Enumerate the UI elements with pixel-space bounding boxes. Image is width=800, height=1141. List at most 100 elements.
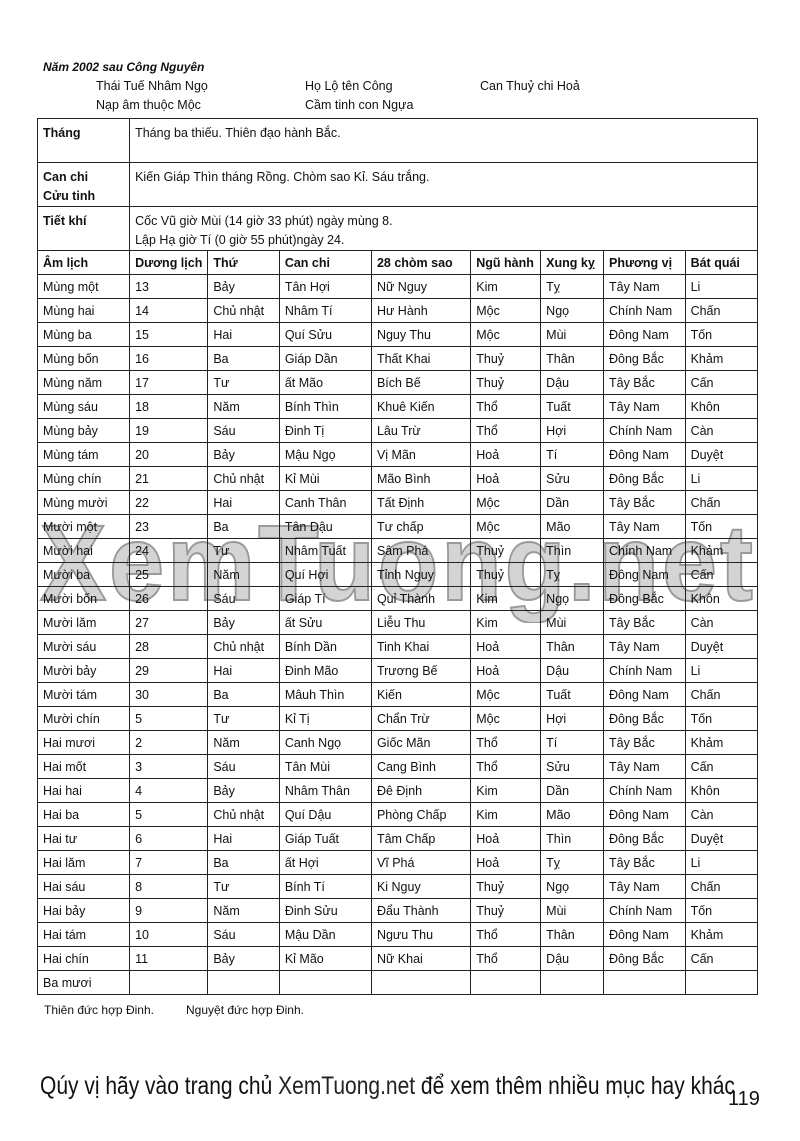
- table-cell: Đông Nam: [602, 682, 686, 707]
- table-cell: [129, 970, 209, 995]
- table-row: Mười một 23 Ba Tân Dậu Tư chấp Mộc Mão Tây Nam T…: [36, 514, 759, 539]
- table-cell: Hoả: [470, 658, 542, 683]
- banner-site-link[interactable]: XemTuong.net: [278, 1072, 416, 1100]
- table-cell: 23: [129, 514, 209, 539]
- table-row: Hai ba 5 Chủ nhật Quí Dậu Phòng Chấp Kim Mão Đô…: [36, 802, 759, 827]
- table-cell: Sáu: [207, 586, 280, 611]
- promo-banner: Qúy vị hãy vào trang chủ XemTuong.net để…: [40, 1072, 735, 1101]
- table-cell: Mâuh Thìn: [278, 682, 372, 707]
- thai-tue: Thái Tuế Nhâm Ngọ: [96, 79, 208, 93]
- table-cell: Chủ nhật: [207, 802, 280, 827]
- table-cell: Càn: [684, 418, 759, 443]
- table-cell: Tỵ: [540, 850, 604, 875]
- table-row: Hai lăm 7 Ba ất Hợi Vĩ Phá Hoả Tỵ Tây Bắc Li: [36, 850, 759, 875]
- ho-ten: Họ Lộ tên Công: [305, 79, 393, 93]
- table-row: Mùng năm 17 Tư ất Mão Bích Bế Thuỷ Dậu Tây Bắc C…: [36, 370, 759, 395]
- table-cell: Mộc: [470, 514, 542, 539]
- table-cell: Hai sáu: [36, 874, 131, 899]
- table-cell: Cang Bình: [370, 754, 472, 779]
- table-cell: Thất Khai: [370, 346, 472, 371]
- table-cell: Tốn: [684, 514, 759, 539]
- table-cell: Tân Mùi: [278, 754, 372, 779]
- table-cell: 19: [129, 418, 209, 443]
- table-cell: Chính Nam: [602, 418, 686, 443]
- table-cell: Đông Bắc: [602, 706, 686, 731]
- table-cell: Sửu: [540, 466, 604, 491]
- table-row: Mùng chín 21 Chủ nhật Kỉ Mùi Mão Bình Hoả Sửu Đ…: [36, 466, 759, 491]
- table-cell: Mùi: [540, 322, 604, 347]
- canchi-label-1: Can chi: [43, 170, 89, 184]
- calendar-table: Tháng Tháng ba thiếu. Thiên đạo hành Bắc…: [36, 118, 759, 995]
- table-cell: Tây Bắc: [602, 610, 686, 635]
- table-cell: 26: [129, 586, 209, 611]
- table-cell: 22: [129, 490, 209, 515]
- cam-tinh: Cầm tinh con Ngựa: [305, 98, 414, 112]
- table-cell: Ba: [207, 514, 280, 539]
- table-cell: Bảy: [207, 946, 280, 971]
- table-cell: Hai ba: [36, 802, 131, 827]
- table-cell: Bảy: [207, 274, 280, 299]
- table-cell: Tí: [540, 442, 604, 467]
- canchi-label-2: Cửu tinh: [43, 189, 96, 203]
- table-cell: Ngọ: [540, 874, 604, 899]
- table-cell: Duyệt: [684, 634, 759, 659]
- column-header: 28 chòm sao: [370, 250, 472, 275]
- table-cell: Đông Bắc: [602, 346, 686, 371]
- table-cell: Lâu Trừ: [370, 418, 472, 443]
- table-cell: Cấn: [684, 370, 759, 395]
- table-cell: 29: [129, 658, 209, 683]
- table-cell: Hợi: [540, 418, 604, 443]
- table-cell: Thuỷ: [470, 898, 542, 923]
- table-cell: Khảm: [684, 730, 759, 755]
- table-cell: Hoả: [470, 850, 542, 875]
- table-cell: Tân Hợi: [278, 274, 372, 299]
- table-row: Mười bốn 26 Sáu Giáp Tí Quỉ Thành Kim Ngọ Đông …: [36, 586, 759, 611]
- table-row: Mười ba 25 Năm Quí Hợi Tỉnh Nguy Thuỷ Tỵ Đông N…: [36, 562, 759, 587]
- table-cell: Đông Nam: [602, 322, 686, 347]
- table-cell: Hoả: [470, 826, 542, 851]
- table-cell: Tây Bắc: [602, 370, 686, 395]
- table-cell: Li: [684, 466, 759, 491]
- table-cell: [684, 970, 759, 995]
- table-row: Mười bảy 29 Hai Đinh Mão Trương Bế Hoả Dậu Chín…: [36, 658, 759, 683]
- table-cell: Vị Mãn: [370, 442, 472, 467]
- table-cell: Đinh Mão: [278, 658, 372, 683]
- table-row: Hai mốt 3 Sáu Tân Mùi Cang Bình Thổ Sửu Tây Nam…: [36, 754, 759, 779]
- table-cell: Thổ: [470, 730, 542, 755]
- table-cell: Hai: [207, 322, 280, 347]
- canchi-value: Kiến Giáp Thìn tháng Rồng. Chòm sao Kỉ. …: [129, 162, 758, 207]
- table-cell: 5: [129, 706, 209, 731]
- table-cell: Kim: [470, 274, 542, 299]
- table-row: Mùng bảy 19 Sáu Đinh Tị Lâu Trừ Thổ Hợi Chính N…: [36, 418, 759, 443]
- table-cell: Bảy: [207, 778, 280, 803]
- thien-duc-note: Thiên đức hợp Đinh.: [44, 1003, 154, 1017]
- table-cell: Chấn: [684, 682, 759, 707]
- table-cell: Tí: [540, 730, 604, 755]
- table-cell: Mộc: [470, 322, 542, 347]
- table-row: Hai bảy 9 Năm Đinh Sửu Đẩu Thành Thuỷ Mùi Chính…: [36, 898, 759, 923]
- table-cell: Chấn: [684, 874, 759, 899]
- table-cell: 7: [129, 850, 209, 875]
- table-cell: Thổ: [470, 754, 542, 779]
- table-cell: Hai: [207, 490, 280, 515]
- table-cell: Kỉ Mão: [278, 946, 372, 971]
- table-cell: 18: [129, 394, 209, 419]
- table-cell: 3: [129, 754, 209, 779]
- table-cell: Mười lăm: [36, 610, 131, 635]
- table-cell: Hai mốt: [36, 754, 131, 779]
- column-header: Ngũ hành: [470, 250, 542, 275]
- table-cell: ất Hợi: [278, 850, 372, 875]
- table-cell: Cấn: [684, 946, 759, 971]
- table-cell: Sáu: [207, 922, 280, 947]
- table-cell: Hai mươi: [36, 730, 131, 755]
- tietkhi-line-2: Lập Hạ giờ Tí (0 giờ 55 phút)ngày 24.: [135, 233, 345, 247]
- table-cell: Canh Thân: [278, 490, 372, 515]
- table-cell: Mười chín: [36, 706, 131, 731]
- table-cell: Quí Sửu: [278, 322, 372, 347]
- table-cell: Hư Hành: [370, 298, 472, 323]
- table-cell: [207, 970, 280, 995]
- table-cell: Tây Nam: [602, 754, 686, 779]
- table-cell: Bính Dần: [278, 634, 372, 659]
- table-cell: Chính Nam: [602, 898, 686, 923]
- table-cell: Mùng tám: [36, 442, 131, 467]
